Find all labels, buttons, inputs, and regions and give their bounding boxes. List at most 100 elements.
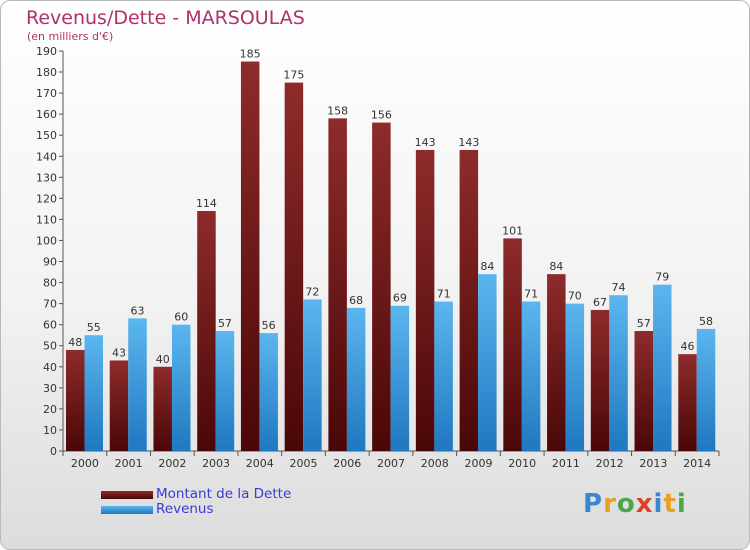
bar-revenus: [478, 274, 497, 451]
y-tick-label: 110: [36, 213, 57, 226]
x-tick-label: 2013: [639, 457, 667, 470]
y-tick-label: 130: [36, 171, 57, 184]
bar-revenus: [303, 299, 322, 451]
x-tick-label: 2009: [464, 457, 492, 470]
x-axis: 2000 2001 2002 2003 2004 2005 2006 2007 2008 2009…: [62, 450, 720, 470]
data-label-dette: 57: [637, 317, 651, 330]
bar-dette: [634, 331, 654, 451]
bar-revenus: [84, 335, 103, 451]
y-tick-label: 80: [43, 277, 57, 290]
data-label-dette: 40: [156, 353, 170, 366]
data-label-dette: 101: [502, 224, 523, 237]
bar-revenus: [521, 301, 541, 451]
bar-revenus: [128, 318, 147, 451]
x-tick-label: 2007: [377, 457, 405, 470]
logo-letter: i: [676, 489, 687, 519]
bar-revenus: [609, 295, 628, 451]
y-tick-label: 160: [36, 108, 57, 121]
y-tick-label: 150: [36, 129, 57, 142]
x-tick-label: 2012: [596, 457, 624, 470]
y-tick-label: 0: [50, 445, 57, 458]
bar-dette: [109, 360, 129, 451]
data-label-dette: 84: [549, 260, 563, 273]
y-tick-label: 20: [43, 403, 57, 416]
data-label-dette: 67: [593, 296, 607, 309]
y-tick-label: 120: [36, 192, 57, 205]
bar-dette: [328, 118, 347, 452]
data-label-revenus: 84: [480, 260, 494, 273]
bar-dette: [153, 366, 172, 451]
chart-subtitle: (en milliers d'€): [27, 30, 114, 43]
data-label-dette: 158: [327, 104, 348, 117]
data-label-revenus: 58: [699, 315, 713, 328]
x-tick-label: 2004: [246, 457, 274, 470]
data-label-revenus: 72: [305, 285, 319, 298]
data-label-dette: 175: [283, 69, 304, 82]
data-label-revenus: 71: [437, 288, 451, 301]
logo-letter: i: [653, 489, 664, 519]
bar-revenus: [215, 331, 235, 451]
data-label-revenus: 68: [349, 294, 363, 307]
y-tick-label: 50: [43, 340, 57, 353]
data-label-revenus: 63: [130, 304, 144, 317]
x-tick-label: 2006: [333, 457, 361, 470]
data-label-revenus: 71: [524, 288, 538, 301]
x-tick-label: 2003: [202, 457, 230, 470]
bar-dette: [372, 122, 391, 451]
data-label-dette: 48: [68, 336, 82, 349]
x-tick-label: 2002: [158, 457, 186, 470]
y-axis: 0 10 20 30 40 50 60 70 80 90 100 110 120 130 140 150 160…: [36, 45, 64, 458]
x-tick-label: 2008: [421, 457, 449, 470]
y-tick-label: 100: [36, 234, 57, 247]
y-tick-label: 40: [43, 361, 57, 374]
bar-revenus: [653, 284, 672, 451]
data-labels: 48 55 43 63 40 60 114 57 185 56 175 72 158 68 156 69 143…: [68, 48, 713, 366]
y-tick-label: 70: [43, 298, 57, 311]
logo-letter: t: [663, 489, 677, 519]
bar-dette: [284, 82, 304, 451]
data-label-dette: 143: [415, 136, 436, 149]
bar-dette: [503, 238, 522, 451]
data-label-revenus: 69: [393, 292, 407, 305]
data-label-dette: 46: [681, 340, 695, 353]
data-label-revenus: 57: [218, 317, 232, 330]
y-tick-label: 180: [36, 66, 57, 79]
data-label-dette: 43: [112, 346, 126, 359]
logo-letter: x: [635, 489, 654, 519]
bars: [66, 61, 716, 452]
bar-dette: [415, 149, 435, 451]
logo-letter: o: [616, 489, 636, 519]
data-label-dette: 114: [196, 197, 217, 210]
x-tick-label: 2005: [290, 457, 318, 470]
x-tick-label: 2010: [508, 457, 536, 470]
legend-item-dette: Montant de la Dette: [101, 487, 361, 502]
proxiti-logo: Proxiti: [583, 489, 687, 519]
legend-swatch-revenus: [101, 506, 153, 514]
y-tick-label: 140: [36, 150, 57, 163]
legend-item-revenus: Revenus: [101, 502, 361, 517]
data-label-revenus: 79: [655, 271, 669, 284]
y-tick-label: 90: [43, 256, 57, 269]
bar-dette: [197, 211, 216, 451]
bar-dette: [66, 349, 85, 451]
data-label-revenus: 56: [262, 319, 276, 332]
data-label-revenus: 70: [568, 290, 582, 303]
bar-revenus: [346, 307, 366, 451]
data-label-revenus: 55: [87, 321, 101, 334]
bar-dette: [590, 309, 610, 451]
x-tick-label: 2011: [552, 457, 580, 470]
bar-revenus: [171, 324, 191, 451]
bar-dette: [459, 149, 479, 451]
data-label-revenus: 60: [174, 311, 188, 324]
legend-label-revenus: Revenus: [156, 501, 214, 517]
legend-label-dette: Montant de la Dette: [156, 486, 292, 502]
y-tick-label: 60: [43, 319, 57, 332]
data-label-dette: 143: [458, 136, 479, 149]
bar-dette: [678, 354, 697, 451]
data-label-revenus: 74: [612, 281, 626, 294]
bar-revenus: [696, 328, 716, 451]
x-tick-label: 2000: [71, 457, 99, 470]
chart-title: Revenus/Dette - MARSOULAS: [26, 7, 305, 29]
